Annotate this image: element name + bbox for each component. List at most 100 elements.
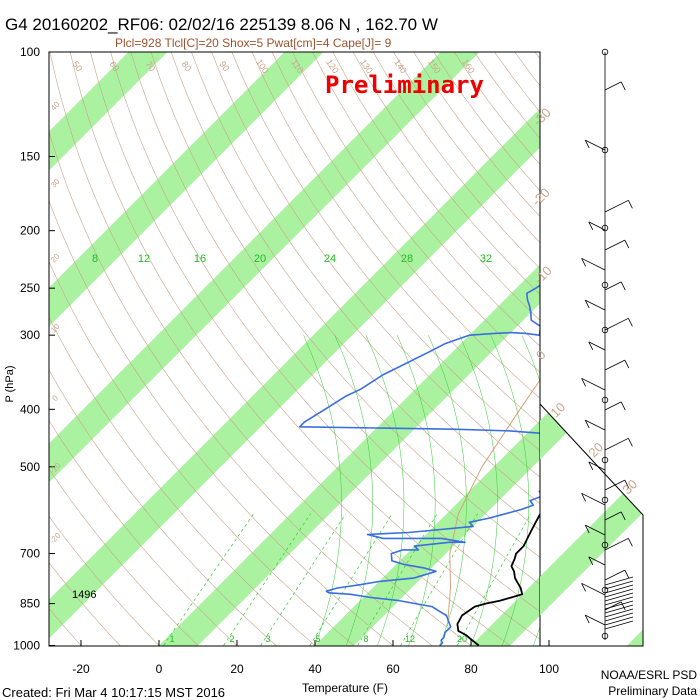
wind-barb-flag (584, 139, 590, 149)
dry-adiabat (616, 52, 700, 658)
dry-adiabat (191, 52, 540, 505)
dry-adiabat (49, 130, 434, 646)
calm-wind-marker (601, 632, 609, 640)
wind-barb (585, 419, 606, 431)
wind-barb-flag (628, 438, 633, 447)
temperature-band (158, 264, 540, 646)
calm-wind-marker (601, 326, 609, 334)
wind-barb-flag (624, 359, 630, 369)
dry-adiabat (150, 52, 540, 558)
dry-adiabat (170, 52, 540, 531)
mixing-ratio-bottom-label: 8 (363, 634, 368, 644)
x-tick-label: 100 (539, 662, 559, 676)
dry-adiabat (49, 468, 199, 646)
wind-barb (585, 299, 606, 311)
dry-adiabat (292, 52, 540, 373)
credit-line-2: Preliminary Data (608, 684, 697, 698)
calm-wind-marker (601, 48, 609, 56)
wind-barb-flag (584, 614, 590, 624)
wind-barb (604, 199, 629, 213)
wind-barb (585, 524, 606, 536)
wind-barb (585, 614, 606, 626)
wind-barb (604, 620, 634, 630)
mixing-ratio-line (223, 513, 311, 646)
wind-barb-flag (588, 461, 594, 471)
isotherm-label-left: 0 (50, 393, 60, 403)
wind-barb-flag (624, 569, 630, 579)
isotherm-label-left: 30 (49, 177, 62, 190)
wind-barb (604, 608, 634, 618)
preliminary-watermark: Preliminary (325, 71, 484, 99)
wind-barb (581, 257, 606, 271)
moist-adiabat (365, 335, 405, 646)
mixing-ratio-label: 16 (194, 253, 206, 265)
created-timestamp: Created: Fri Mar 4 10:17:15 MST 2016 (2, 685, 225, 700)
parcel-line (446, 379, 540, 627)
dry-adiabat (49, 419, 238, 646)
wind-barb-flag (581, 583, 586, 592)
y-tick-label: 150 (20, 150, 40, 164)
wind-barb-flag (628, 538, 633, 547)
wind-panel-band (540, 52, 643, 646)
wind-barb (604, 600, 634, 610)
mixing-ratio-line (260, 513, 346, 646)
wind-barb (604, 596, 634, 606)
dry-adiabat (332, 52, 540, 321)
calm-wind-marker (601, 496, 609, 504)
wind-barb (604, 576, 634, 586)
calm-wind-marker (601, 281, 609, 289)
temperature-band (314, 420, 540, 646)
wind-barb-flag (620, 81, 626, 91)
wind-barb (604, 616, 634, 626)
chart-title: G4 20160202_RF06: 02/02/16 225139 8.06 N… (5, 15, 438, 34)
sounding-series (298, 284, 540, 646)
isotherm-label-right: 0 (533, 347, 549, 363)
dry-adiabat (110, 52, 540, 613)
wind-barb-flag (588, 341, 594, 351)
wind-barb-flag (628, 200, 633, 209)
mixing-ratio-label: 20 (254, 253, 266, 265)
x-axis-label: Temperature (F) (302, 681, 388, 695)
temperature-band (49, 52, 168, 171)
wind-barb-flag (620, 511, 626, 521)
wind-barb (604, 359, 625, 371)
x-tick-label: 60 (386, 662, 400, 676)
y-axis: 100 150 200 250 300 400 500 700 850 1000 (13, 45, 55, 653)
y-tick-label: 300 (20, 328, 40, 342)
dry-adiabat-label: 50 (70, 59, 84, 73)
dry-adiabat (393, 52, 540, 244)
x-axis: -20 0 20 40 60 80 100 (72, 640, 559, 676)
wind-barb-flag (620, 601, 626, 611)
dry-adiabat-label: 70 (143, 59, 157, 73)
plot-area (48, 51, 700, 658)
mixing-ratio-label: 12 (138, 253, 150, 265)
wind-barb-flag (584, 299, 590, 309)
wind-barb (604, 580, 634, 590)
wind-barb (604, 569, 625, 581)
dewpoint-line (298, 284, 540, 646)
dry-adiabat-label: 90 (217, 59, 231, 73)
moist-adiabat (303, 335, 342, 646)
wind-panel-border (539, 52, 644, 647)
wind-barb (604, 479, 625, 491)
wind-barb (581, 582, 606, 596)
mixing-ratio-label: 28 (401, 253, 413, 265)
dry-adiabat (231, 52, 540, 452)
temperature-line (456, 512, 540, 646)
mixing-ratio-line (456, 513, 532, 646)
wind-barb-flag (584, 524, 590, 534)
dry-adiabat-label: 60 (107, 59, 121, 73)
x-tick-label: 40 (308, 662, 322, 676)
wind-barb-flag (588, 556, 594, 566)
x-tick-label: -20 (72, 662, 90, 676)
credit-line-1: NOAA/ESRL PSD (601, 668, 698, 682)
dry-adiabat (49, 515, 160, 646)
moist-adiabat (396, 335, 436, 646)
height-annotation: 1496 (72, 589, 96, 601)
wind-barb-flag (581, 493, 586, 502)
wind-barb-flag (628, 318, 633, 327)
wind-barb (604, 437, 629, 451)
dry-adiabat (49, 607, 82, 646)
wind-barb-flag (581, 378, 586, 387)
